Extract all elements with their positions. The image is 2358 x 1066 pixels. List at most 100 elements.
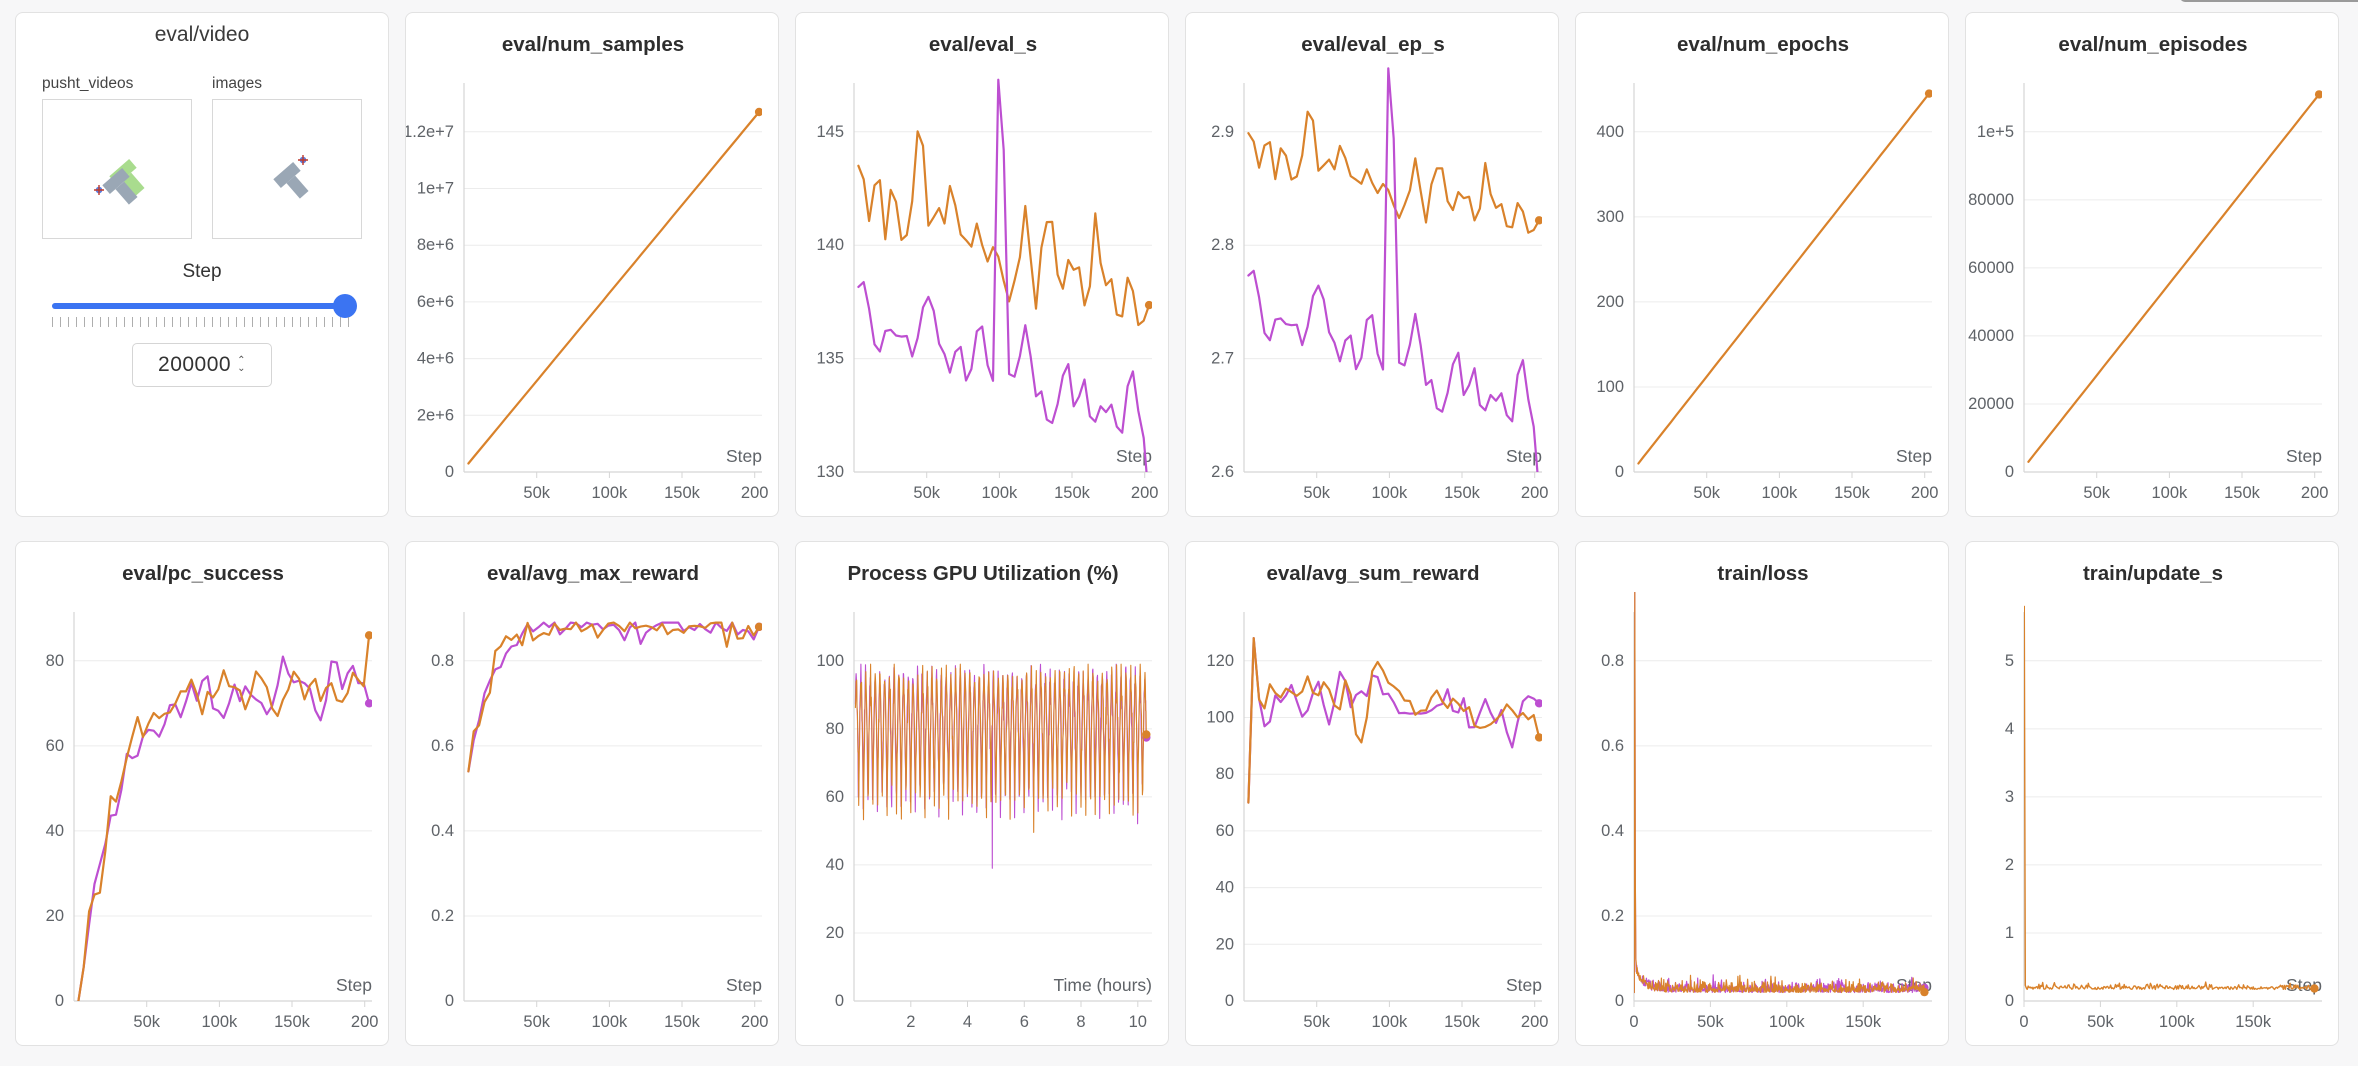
svg-text:100k: 100k [592, 1013, 629, 1031]
svg-text:100k: 100k [1769, 1013, 1806, 1031]
svg-text:1: 1 [2005, 924, 2014, 942]
svg-text:eval/num_episodes: eval/num_episodes [2058, 33, 2247, 56]
svg-text:2.7: 2.7 [1211, 350, 1234, 368]
svg-text:0: 0 [2019, 1013, 2028, 1031]
svg-text:0.8: 0.8 [431, 652, 454, 670]
svg-text:130: 130 [816, 463, 844, 481]
svg-text:150k: 150k [664, 1013, 701, 1031]
svg-text:50k: 50k [1693, 484, 1720, 502]
svg-text:140: 140 [816, 236, 844, 254]
svg-text:0: 0 [445, 992, 454, 1010]
svg-text:100k: 100k [2159, 1013, 2196, 1031]
svg-text:eval/eval_ep_s: eval/eval_ep_s [1301, 33, 1445, 56]
svg-text:80: 80 [46, 652, 64, 670]
svg-text:100k: 100k [1762, 484, 1799, 502]
svg-text:eval/num_epochs: eval/num_epochs [1677, 33, 1849, 56]
svg-text:0: 0 [835, 992, 844, 1010]
svg-text:40: 40 [826, 856, 844, 874]
svg-text:Step: Step [726, 446, 762, 466]
svg-text:2e+6: 2e+6 [417, 406, 454, 424]
svg-text:50k: 50k [2083, 484, 2110, 502]
svg-text:eval/avg_max_reward: eval/avg_max_reward [487, 562, 699, 585]
svg-text:8: 8 [1076, 1013, 1085, 1031]
svg-text:1.2e+7: 1.2e+7 [406, 123, 454, 141]
svg-text:eval/avg_sum_reward: eval/avg_sum_reward [1266, 562, 1479, 585]
svg-text:50k: 50k [2087, 1013, 2114, 1031]
svg-text:60000: 60000 [1968, 259, 2014, 277]
svg-text:Step: Step [2286, 446, 2322, 466]
svg-text:50k: 50k [1697, 1013, 1724, 1031]
svg-text:5: 5 [2005, 652, 2014, 670]
svg-text:20: 20 [826, 924, 844, 942]
svg-text:120: 120 [1206, 652, 1234, 670]
svg-text:80000: 80000 [1968, 191, 2014, 209]
svg-text:eval/eval_s: eval/eval_s [929, 33, 1037, 56]
svg-text:8e+6: 8e+6 [417, 236, 454, 254]
svg-text:200: 200 [741, 484, 769, 502]
svg-text:50k: 50k [913, 484, 940, 502]
svg-text:200: 200 [1131, 484, 1159, 502]
svg-text:200: 200 [741, 1013, 769, 1031]
svg-text:Step: Step [726, 975, 762, 995]
svg-text:50k: 50k [133, 1013, 160, 1031]
svg-text:60: 60 [1216, 822, 1234, 840]
svg-text:40: 40 [46, 822, 64, 840]
svg-text:2: 2 [906, 1013, 915, 1031]
svg-text:train/loss: train/loss [1717, 562, 1808, 585]
svg-text:40: 40 [1216, 879, 1234, 897]
svg-text:100k: 100k [1372, 484, 1409, 502]
svg-text:20000: 20000 [1968, 395, 2014, 413]
svg-text:400: 400 [1596, 123, 1624, 141]
svg-text:6e+6: 6e+6 [417, 293, 454, 311]
svg-text:0.4: 0.4 [431, 822, 454, 840]
svg-text:150k: 150k [2224, 484, 2261, 502]
svg-text:3: 3 [2005, 788, 2014, 806]
svg-text:50k: 50k [523, 1013, 550, 1031]
svg-text:0.6: 0.6 [431, 737, 454, 755]
svg-text:60: 60 [46, 737, 64, 755]
svg-text:1e+7: 1e+7 [417, 180, 454, 198]
svg-text:150k: 150k [2235, 1013, 2272, 1031]
svg-text:0.6: 0.6 [1601, 737, 1624, 755]
svg-text:Time (hours): Time (hours) [1053, 975, 1152, 995]
svg-text:200: 200 [1521, 1013, 1549, 1031]
svg-text:150k: 150k [1845, 1013, 1882, 1031]
svg-text:60: 60 [826, 788, 844, 806]
svg-text:50k: 50k [1303, 484, 1330, 502]
svg-text:0: 0 [2005, 992, 2014, 1010]
svg-text:Process GPU Utilization (%): Process GPU Utilization (%) [847, 562, 1118, 585]
svg-text:150k: 150k [1444, 484, 1481, 502]
svg-text:300: 300 [1596, 208, 1624, 226]
svg-text:2.8: 2.8 [1211, 236, 1234, 254]
svg-text:200: 200 [1521, 484, 1549, 502]
svg-text:40000: 40000 [1968, 327, 2014, 345]
svg-text:20: 20 [1216, 935, 1234, 953]
svg-text:150k: 150k [274, 1013, 311, 1031]
svg-text:eval/pc_success: eval/pc_success [122, 562, 284, 585]
svg-text:135: 135 [816, 350, 844, 368]
svg-text:10: 10 [1129, 1013, 1147, 1031]
svg-text:200: 200 [351, 1013, 379, 1031]
svg-text:100: 100 [1206, 709, 1234, 727]
svg-text:1e+5: 1e+5 [1977, 123, 2014, 141]
svg-text:0.4: 0.4 [1601, 822, 1624, 840]
svg-text:0.8: 0.8 [1601, 652, 1624, 670]
svg-text:100k: 100k [2152, 484, 2189, 502]
svg-text:0: 0 [445, 463, 454, 481]
svg-text:0: 0 [2005, 463, 2014, 481]
svg-text:50k: 50k [1303, 1013, 1330, 1031]
svg-text:train/update_s: train/update_s [2083, 562, 2223, 585]
svg-text:145: 145 [816, 123, 844, 141]
svg-text:150k: 150k [1444, 1013, 1481, 1031]
svg-text:80: 80 [826, 720, 844, 738]
svg-text:150k: 150k [1834, 484, 1871, 502]
svg-text:0: 0 [1615, 992, 1624, 1010]
svg-text:100k: 100k [982, 484, 1019, 502]
svg-text:0.2: 0.2 [431, 907, 454, 925]
svg-text:0: 0 [1629, 1013, 1638, 1031]
svg-text:0: 0 [55, 992, 64, 1010]
svg-text:Step: Step [1896, 446, 1932, 466]
svg-text:6: 6 [1020, 1013, 1029, 1031]
svg-text:4e+6: 4e+6 [417, 350, 454, 368]
svg-text:0: 0 [1225, 992, 1234, 1010]
